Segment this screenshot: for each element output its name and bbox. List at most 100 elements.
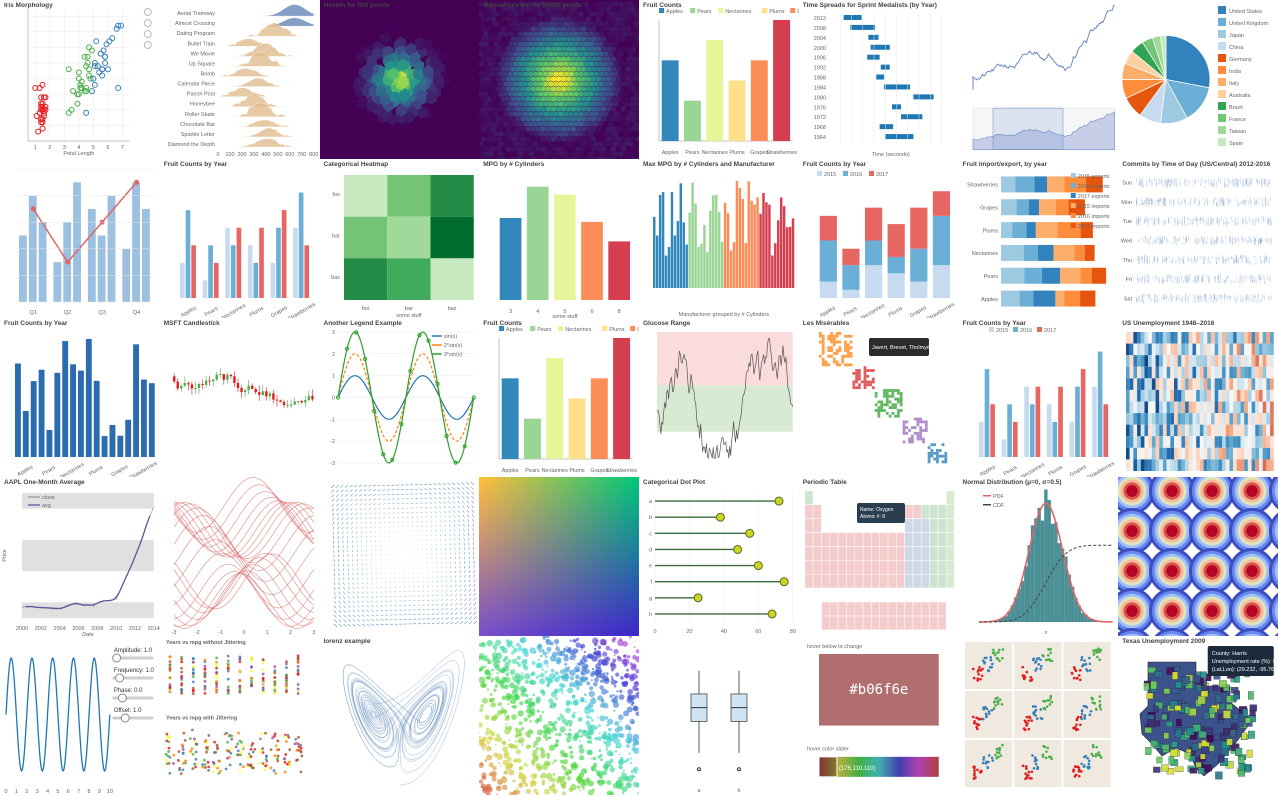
- chart-title: MPG by # Cylinders: [483, 161, 544, 168]
- chart-title: Fruit import/export, by year: [963, 161, 1048, 168]
- svg-text:bar: bar: [404, 306, 412, 312]
- svg-text:1996: 1996: [814, 56, 826, 62]
- chart-title: Fruit Counts by Year: [803, 161, 866, 168]
- chart-title: Max MPG by # Cylinders and Manufacturer: [643, 161, 775, 168]
- chart-cell: Iris Morphology1234567Petal Length: [0, 0, 160, 159]
- chart-title: Fruit Counts: [643, 2, 682, 9]
- chart-title: Periodic Table: [803, 479, 847, 486]
- svg-text:Nectarines: Nectarines: [221, 303, 247, 318]
- svg-text:Brazil: Brazil: [1229, 105, 1243, 111]
- chart-cell: ApplesPearsNectarinesPlumsGrapesStrawber…: [160, 159, 320, 318]
- svg-text:2017: 2017: [1044, 328, 1056, 334]
- svg-text:Plums: Plums: [887, 306, 903, 318]
- svg-text:1988: 1988: [814, 76, 826, 82]
- svg-text:8: 8: [618, 309, 621, 315]
- svg-text:Mon: Mon: [1122, 200, 1133, 206]
- svg-text:We Movie: We Movie: [190, 51, 214, 57]
- chart-cell: Fruit Counts by Year201520162017ApplesPe…: [799, 159, 959, 318]
- svg-text:Italy: Italy: [1229, 81, 1239, 87]
- chart-title: Fruit Counts by Year: [4, 320, 67, 327]
- svg-text:3*sin(x): 3*sin(x): [443, 352, 462, 358]
- svg-text:Nectarines: Nectarines: [1020, 462, 1046, 477]
- svg-text:Apples: Apples: [502, 468, 519, 474]
- chart-title: AAPL One-Month Average: [4, 479, 85, 486]
- svg-text:Honeybee: Honeybee: [190, 102, 215, 108]
- chart-title: Iris Morphology: [4, 2, 53, 9]
- chart-cell: Glucose Range: [639, 318, 799, 477]
- svg-text:Aerial Tramway: Aerial Tramway: [177, 11, 215, 17]
- svg-text:Fri: Fri: [1126, 277, 1132, 283]
- chart-title: US Unemployment 1948–2016: [1122, 320, 1214, 327]
- svg-text:Apples: Apples: [17, 464, 35, 477]
- svg-text:Pears: Pears: [41, 465, 57, 477]
- chart-title: Glucose Range: [643, 320, 690, 327]
- svg-text:2016 exports: 2016 exports: [1077, 184, 1109, 190]
- svg-text:1964: 1964: [814, 135, 826, 141]
- chart-cell: [479, 477, 639, 636]
- chart-cell: ab: [639, 636, 799, 795]
- svg-text:Plums: Plums: [729, 150, 745, 156]
- svg-text:Pears: Pears: [537, 327, 552, 333]
- svg-text:Grapes: Grapes: [1068, 464, 1087, 477]
- svg-text:avg: avg: [42, 503, 51, 509]
- chart-cell: [959, 636, 1119, 795]
- chart-cell: ApplesPearsNectarinesPlumsGrapesStrawber…: [959, 318, 1119, 477]
- chart-title: Les Misérables: [803, 320, 850, 327]
- chart-cell: MPG by # Cylinders34568some stuff: [479, 159, 639, 318]
- svg-text:Apples: Apples: [819, 305, 837, 318]
- svg-text:1: 1: [331, 374, 334, 380]
- chart-cell: hover below to change#b06f6ehover color …: [799, 636, 959, 795]
- chart-title: Texas Unemployment 2009: [1122, 638, 1205, 645]
- svg-text:Roller Skate: Roller Skate: [185, 112, 215, 118]
- svg-text:Nectarines: Nectarines: [725, 9, 752, 15]
- chart-cell: lorenz example: [320, 636, 480, 795]
- svg-text:3: 3: [331, 330, 334, 336]
- svg-text:Price: Price: [2, 549, 8, 562]
- svg-text:Q4: Q4: [133, 310, 140, 316]
- svg-text:Plums: Plums: [982, 228, 998, 234]
- chart-title: lorenz example: [324, 638, 371, 645]
- svg-text:Nectarines: Nectarines: [565, 327, 592, 333]
- svg-text:Bomb: Bomb: [200, 72, 214, 78]
- chart-cell: Manual hex bin for 50000 points: [479, 0, 639, 159]
- svg-text:Japan: Japan: [1229, 33, 1244, 39]
- svg-text:Grapes: Grapes: [110, 464, 129, 477]
- svg-text:Plums: Plums: [88, 465, 104, 477]
- chart-cell: Another Legend Example-3-2-10123sin(x)2*…: [320, 318, 480, 477]
- chart-title: Fruit Counts by Year: [963, 320, 1026, 327]
- svg-text:Tue: Tue: [1123, 219, 1132, 225]
- svg-text:2008: 2008: [814, 26, 826, 32]
- svg-text:Nectarines: Nectarines: [542, 468, 569, 474]
- svg-text:Pears: Pears: [526, 468, 541, 474]
- chart-cell: [320, 477, 480, 636]
- svg-text:Pears: Pears: [1002, 465, 1018, 477]
- svg-text:United Kingdom: United Kingdom: [1229, 21, 1269, 27]
- svg-text:2016: 2016: [1020, 328, 1032, 334]
- svg-text:bar: bar: [332, 234, 340, 240]
- svg-text:Parcel Post: Parcel Post: [187, 92, 216, 98]
- svg-text:Apples: Apples: [981, 297, 998, 303]
- svg-text:Grapes: Grapes: [979, 206, 997, 212]
- svg-text:Time (seconds): Time (seconds): [872, 152, 910, 158]
- svg-text:2014: 2014: [148, 626, 160, 632]
- svg-text:2016: 2016: [850, 172, 862, 178]
- svg-text:Strawberries: Strawberries: [129, 461, 159, 477]
- svg-text:2012: 2012: [129, 626, 141, 632]
- svg-text:2: 2: [331, 352, 334, 358]
- svg-text:Plums: Plums: [570, 468, 586, 474]
- svg-text:1984: 1984: [814, 85, 826, 91]
- svg-text:2004: 2004: [54, 626, 66, 632]
- svg-text:Taiwan: Taiwan: [1229, 129, 1246, 135]
- svg-text:Q2: Q2: [64, 310, 71, 316]
- svg-text:Plums: Plums: [248, 306, 264, 318]
- svg-text:Plums: Plums: [1047, 465, 1063, 477]
- chart-cell: Time Spreads for Sprint Medalists (by Ye…: [799, 0, 959, 159]
- svg-text:2015 imports: 2015 imports: [1077, 204, 1109, 210]
- svg-text:Nectarines: Nectarines: [971, 251, 998, 257]
- svg-text:6: 6: [591, 309, 594, 315]
- svg-text:Germany: Germany: [1229, 57, 1252, 63]
- chart-title: Categorical Heatmap: [324, 161, 389, 168]
- chart-cell: Texas Unemployment 2009County: HarrisUne…: [1118, 636, 1278, 795]
- svg-text:2015 exports: 2015 exports: [1077, 174, 1109, 180]
- chart-title: Manual hex bin for 50000 points: [483, 2, 582, 9]
